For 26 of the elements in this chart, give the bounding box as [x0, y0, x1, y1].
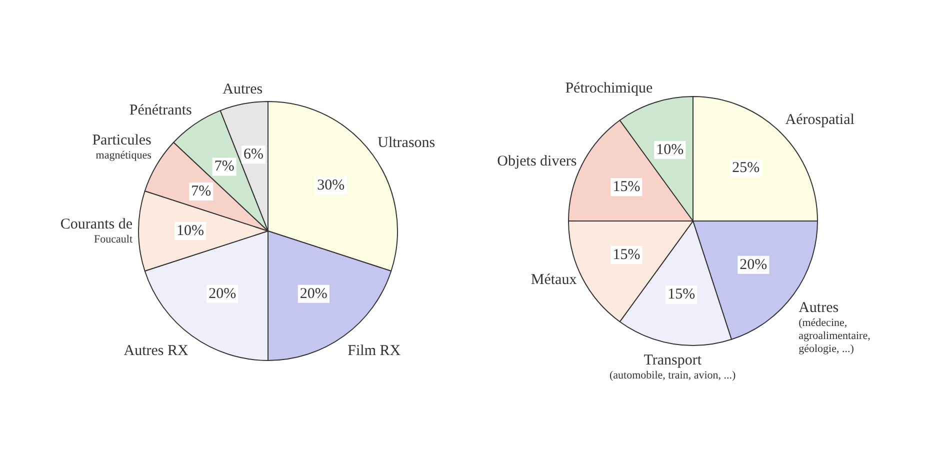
data-label: 25% [732, 160, 760, 176]
slice-label: Objets divers [497, 154, 577, 170]
slice-label: Courants de Foucault [60, 216, 133, 246]
data-label: 20% [740, 256, 768, 273]
data-label: 30% [317, 177, 345, 194]
data-label: 6% [243, 146, 264, 163]
slice-label: Transport (automobile, train, avion, ...) [610, 352, 736, 382]
slice-label: Pétrochimique [565, 80, 654, 96]
data-label: 15% [668, 286, 696, 303]
data-label: 20% [300, 286, 328, 302]
slice-label: Film RX [348, 343, 401, 360]
data-label: 20% [208, 286, 236, 302]
slice-label: Particules magnétiques [92, 132, 152, 162]
slice-label: Autres RX [124, 343, 189, 360]
slice-label: Autres [222, 81, 263, 98]
slice-label: Ultrasons [378, 134, 436, 151]
data-label: 10% [176, 222, 204, 239]
slice-label: Métaux [530, 272, 578, 288]
data-label: 10% [656, 142, 684, 158]
data-label: 7% [214, 158, 234, 175]
slice-label: Aérospatial [785, 112, 854, 128]
data-label: 7% [191, 183, 212, 200]
data-label: 15% [612, 246, 640, 263]
data-label: 15% [612, 179, 640, 196]
slice-label: Pénétrants [129, 102, 192, 118]
slice-label: Autres (médecine, agroalimentaire, géologie, ...) [798, 300, 871, 356]
